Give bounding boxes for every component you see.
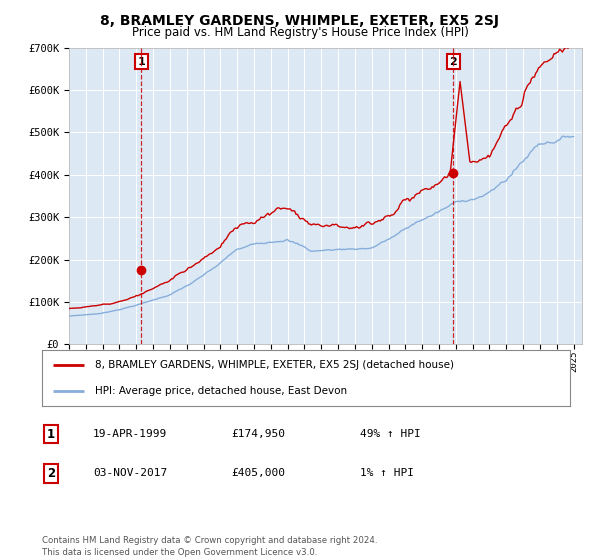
Text: HPI: Average price, detached house, East Devon: HPI: Average price, detached house, East… [95,386,347,396]
Text: Contains HM Land Registry data © Crown copyright and database right 2024.
This d: Contains HM Land Registry data © Crown c… [42,536,377,557]
Text: 19-APR-1999: 19-APR-1999 [93,429,167,439]
Text: £174,950: £174,950 [231,429,285,439]
Text: 1% ↑ HPI: 1% ↑ HPI [360,468,414,478]
Text: 2: 2 [47,466,55,480]
Text: 1: 1 [47,427,55,441]
Text: 03-NOV-2017: 03-NOV-2017 [93,468,167,478]
Text: 8, BRAMLEY GARDENS, WHIMPLE, EXETER, EX5 2SJ: 8, BRAMLEY GARDENS, WHIMPLE, EXETER, EX5… [101,14,499,28]
Text: £405,000: £405,000 [231,468,285,478]
Text: 2: 2 [449,57,457,67]
Text: 1: 1 [137,57,145,67]
Text: 8, BRAMLEY GARDENS, WHIMPLE, EXETER, EX5 2SJ (detached house): 8, BRAMLEY GARDENS, WHIMPLE, EXETER, EX5… [95,360,454,370]
Text: 49% ↑ HPI: 49% ↑ HPI [360,429,421,439]
Text: Price paid vs. HM Land Registry's House Price Index (HPI): Price paid vs. HM Land Registry's House … [131,26,469,39]
